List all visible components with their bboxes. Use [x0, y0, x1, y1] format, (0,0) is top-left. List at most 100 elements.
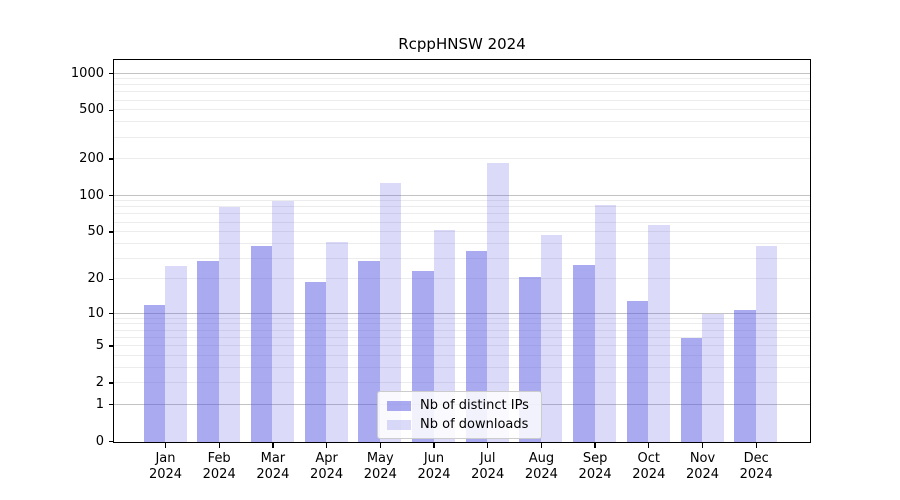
x-axis-tick-mark [755, 443, 757, 448]
x-axis-tick-mark [379, 443, 381, 448]
y-axis-tick-label: 50 [87, 224, 104, 240]
y-axis-tick-label: 2 [95, 374, 104, 390]
legend-label: Nb of downloads [420, 417, 529, 432]
x-axis-tick-label: Dec 2024 [739, 451, 773, 482]
gridline-minor [114, 336, 810, 338]
x-axis-tick-label: Jul 2024 [471, 451, 505, 482]
legend-item: Nb of distinct IPs [387, 398, 529, 413]
gridline-minor [114, 242, 810, 244]
gridline-minor [114, 329, 810, 331]
bar-distinct-ips-may [358, 260, 380, 442]
gridline-minor [114, 200, 810, 202]
gridline-minor [114, 206, 810, 208]
legend-swatch-icon [387, 419, 411, 430]
chart-title: RcppHNSW 2024 [398, 35, 526, 53]
y-axis-tick-mark [108, 278, 113, 281]
legend: Nb of distinct IPs Nb of downloads [377, 391, 542, 439]
y-axis-tick-mark [108, 403, 113, 406]
bar-downloads-aug [540, 234, 563, 442]
bar-downloads-jul [487, 163, 509, 442]
bar-downloads-mar [272, 201, 294, 442]
gridline-minor [114, 158, 810, 159]
bar-downloads-oct [648, 224, 670, 442]
x-axis-tick-mark [701, 443, 704, 448]
legend-item: Nb of downloads [387, 417, 529, 432]
bar-distinct-ips-oct [626, 301, 649, 442]
y-axis-tick-label: 500 [79, 102, 104, 118]
bar-downloads-feb [218, 207, 241, 442]
x-axis-tick-label: Jun 2024 [417, 451, 451, 482]
bar-downloads-may [379, 183, 402, 442]
y-axis-tick-label: 200 [79, 151, 104, 166]
x-axis-tick-mark [164, 443, 167, 448]
bar-distinct-ips-sep [573, 264, 595, 442]
y-axis-tick-label: 100 [79, 187, 104, 203]
x-axis-tick-label: Oct 2024 [632, 451, 666, 482]
y-axis-tick-label: 1000 [70, 65, 104, 81]
bar-distinct-ips-mar [250, 245, 273, 442]
x-axis-tick-mark [272, 443, 274, 448]
gridline-minor [114, 136, 810, 138]
y-axis-tick-mark [108, 158, 113, 160]
bar-downloads-jun [433, 229, 455, 442]
x-axis-tick-label: Feb 2024 [202, 451, 236, 482]
gridline-minor [114, 231, 810, 233]
y-axis-tick-mark [108, 345, 113, 347]
gridline-minor [114, 323, 810, 325]
gridline-minor [114, 99, 810, 101]
gridline-minor [114, 257, 810, 259]
bar-distinct-ips-apr [304, 282, 327, 442]
x-axis-tick-mark [218, 443, 220, 448]
y-axis-tick-mark [108, 72, 113, 75]
legend-swatch-icon [387, 400, 411, 411]
gridline-minor [114, 78, 810, 80]
gridline-minor [114, 317, 810, 319]
bar-distinct-ips-dec [734, 309, 756, 442]
y-axis-tick-label: 0 [95, 433, 104, 449]
bar-distinct-ips-nov [680, 338, 702, 442]
x-axis-tick-mark [433, 443, 435, 448]
x-axis-tick-label: Jan 2024 [148, 451, 183, 482]
gridline-minor [114, 366, 810, 368]
x-axis-tick-label: Aug 2024 [524, 451, 558, 482]
gridline-major [114, 72, 810, 74]
y-axis-tick-mark [108, 231, 113, 233]
gridline-minor [114, 221, 810, 223]
gridline-minor [114, 381, 810, 383]
x-axis-tick-mark [487, 443, 489, 448]
x-axis-tick-label: Nov 2024 [685, 451, 720, 482]
x-axis-tick-mark [594, 443, 596, 448]
gridline-minor [114, 345, 810, 347]
y-axis-tick-label: 1 [95, 396, 104, 412]
y-axis-tick-label: 10 [87, 305, 104, 321]
plot-area: Nb of distinct IPs Nb of downloads [113, 59, 811, 443]
bar-downloads-dec [755, 245, 778, 442]
gridline-major [114, 194, 810, 196]
x-axis-tick-label: May 2024 [363, 451, 397, 482]
bar-downloads-jan [165, 266, 187, 442]
x-axis-tick-label: Mar 2024 [256, 451, 290, 482]
y-axis-tick-mark [108, 313, 113, 315]
x-axis-tick-label: Apr 2024 [310, 451, 344, 482]
gridline-minor [114, 121, 810, 123]
x-axis-tick-mark [648, 443, 650, 448]
y-axis-tick-mark [108, 194, 113, 197]
x-axis-tick-mark [540, 443, 543, 448]
y-axis-tick-label: 5 [95, 338, 104, 354]
y-axis-tick-mark [108, 440, 113, 443]
y-axis-tick-mark [108, 109, 113, 112]
gridline-minor [114, 213, 810, 215]
gridline-major [114, 312, 810, 314]
bar-distinct-ips-feb [197, 260, 219, 442]
x-axis-tick-label: Sep 2024 [578, 451, 612, 482]
gridline-minor [114, 91, 810, 93]
bar-downloads-nov [702, 314, 724, 442]
gridline-minor [114, 109, 810, 111]
gridline-minor [114, 278, 810, 280]
bar-downloads-sep [594, 205, 617, 442]
bar-distinct-ips-jan [143, 305, 165, 442]
x-axis-tick-mark [325, 443, 328, 448]
y-axis-tick-label: 20 [87, 271, 104, 287]
y-axis-tick-mark [108, 382, 113, 384]
